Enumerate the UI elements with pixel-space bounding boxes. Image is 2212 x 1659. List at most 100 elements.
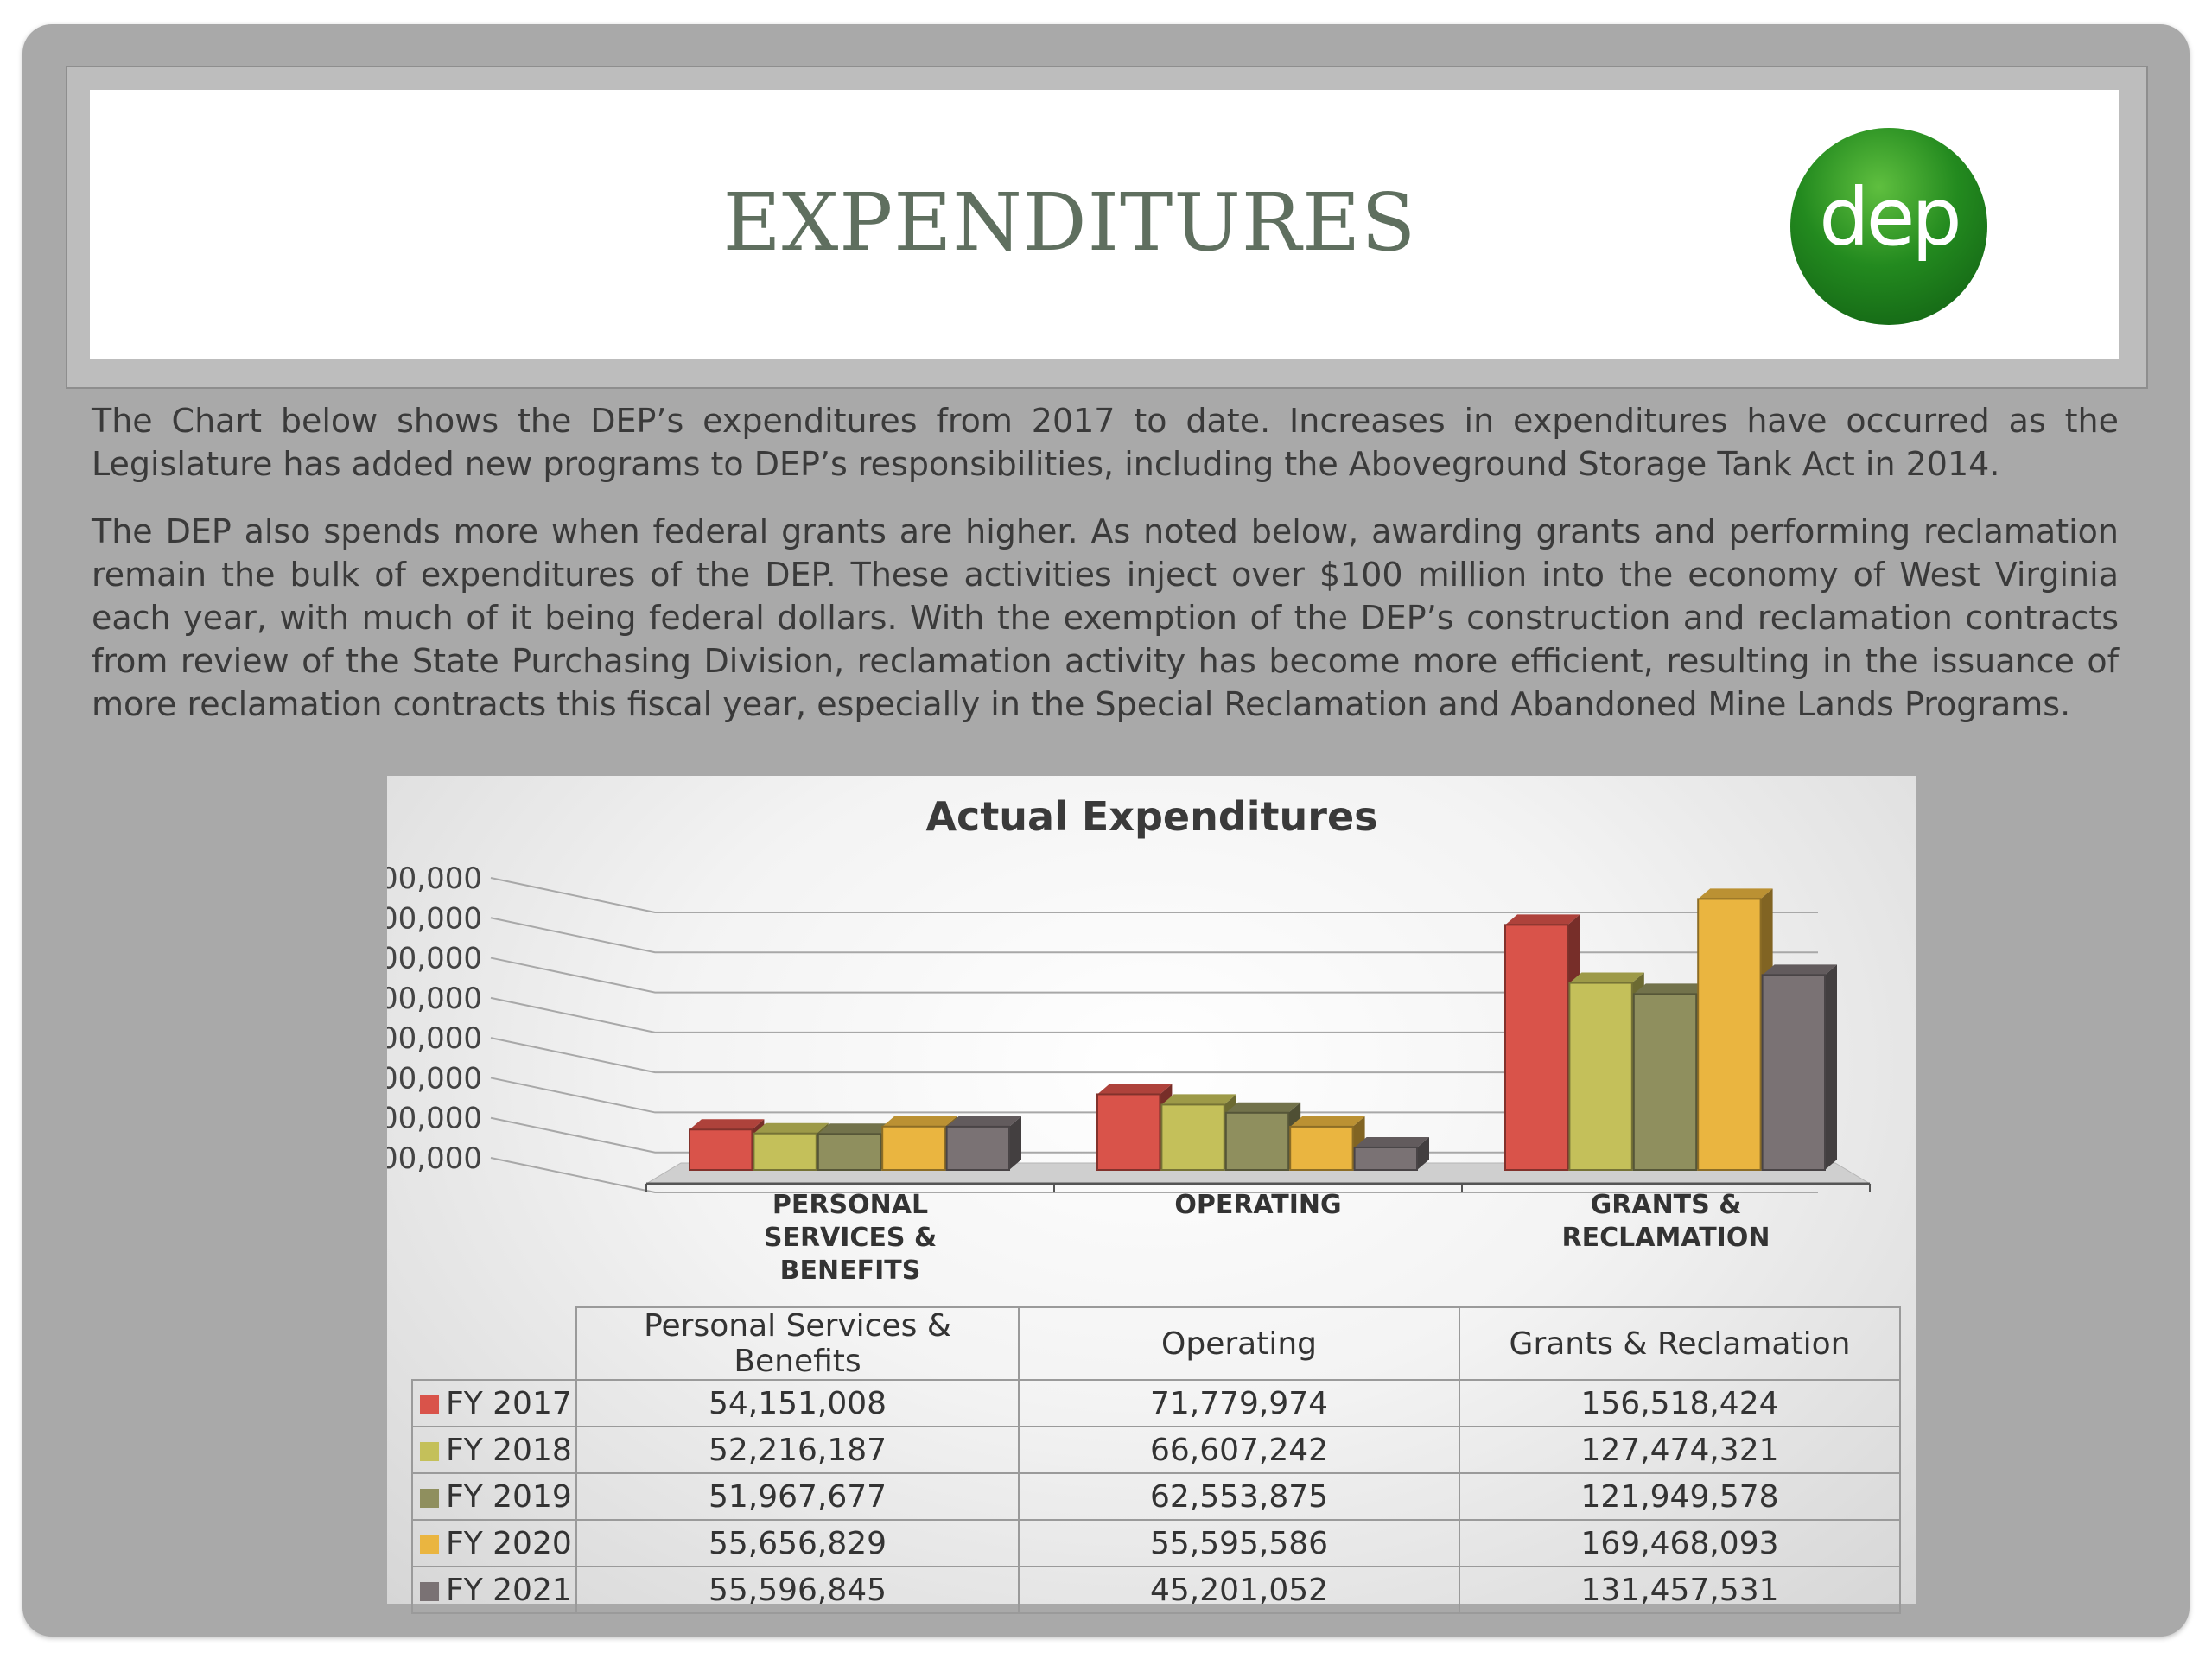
bar [1224, 1102, 1301, 1172]
bar-front [881, 1125, 946, 1171]
chart-data-table: Personal Services & Benefits Operating G… [411, 1306, 1901, 1614]
bar [1761, 964, 1837, 1171]
table-cell: 55,656,829 [575, 1519, 1020, 1567]
slide-title: EXPENDITURES [722, 176, 1417, 269]
bar-top [817, 1123, 893, 1135]
legend-series-cell: FY 2020 [411, 1519, 577, 1567]
bar-side [1009, 1116, 1021, 1170]
x-category-label: GRANTS & [1591, 1190, 1742, 1220]
bar-front [1160, 1103, 1225, 1172]
bar-side [1417, 1136, 1429, 1170]
table-row: FY 2018 52,216,187 66,607,242 127,474,321 [411, 1426, 1901, 1474]
bar-top [1505, 914, 1580, 925]
legend-series-name: FY 2017 [446, 1385, 572, 1421]
y-tick-label: 60,000,000 [387, 1102, 482, 1136]
x-category-label: SERVICES & [764, 1223, 937, 1253]
table-cell: 45,201,052 [1018, 1566, 1460, 1614]
logo-text: dep [1819, 171, 1961, 264]
bar-top [882, 1116, 957, 1127]
bar-top [1762, 964, 1837, 976]
bar-front [1697, 898, 1762, 1171]
bar-top [1097, 1084, 1173, 1095]
x-category-label: OPERATING [1174, 1190, 1341, 1220]
y-tick-label: 160,000,000 [387, 901, 482, 936]
bar-top [753, 1122, 829, 1134]
bar-front [817, 1133, 882, 1171]
x-category-label: RECLAMATION [1562, 1223, 1770, 1253]
table-row: FY 2020 55,656,829 55,595,586 169,468,093 [411, 1519, 1901, 1567]
legend-series-cell: FY 2018 [411, 1426, 577, 1474]
table-header-cell: Operating [1018, 1306, 1460, 1381]
legend-series-cell: FY 2019 [411, 1472, 577, 1521]
bar [945, 1116, 1021, 1172]
bar-front [1224, 1111, 1290, 1172]
x-category-label: BENEFITS [780, 1255, 921, 1286]
bar-front [1096, 1093, 1161, 1171]
bar [1289, 1116, 1365, 1171]
table-cell: 71,779,974 [1018, 1379, 1460, 1427]
table-header-cell: Personal Services & Benefits [575, 1306, 1020, 1381]
bar-side [1825, 964, 1837, 1170]
table-row: FY 2019 51,967,677 62,553,875 121,949,578 [411, 1472, 1901, 1521]
bar-top [1354, 1136, 1429, 1147]
bar-front [1504, 924, 1569, 1171]
legend-series-name: FY 2018 [446, 1432, 572, 1468]
y-tick-label: 40,000,000 [387, 1141, 482, 1176]
legend-swatch-icon [420, 1395, 439, 1414]
legend-series-cell: FY 2017 [411, 1379, 577, 1427]
bar-top [1633, 983, 1709, 995]
bar-top [1569, 972, 1644, 983]
table-corner [412, 1307, 576, 1380]
legend-swatch-icon [420, 1488, 439, 1508]
legend-series-cell: FY 2021 [411, 1566, 577, 1614]
bar-top [690, 1119, 765, 1130]
table-cell: 121,949,578 [1459, 1472, 1901, 1521]
y-tick-label: 140,000,000 [387, 942, 482, 976]
bar [1353, 1136, 1429, 1172]
table-cell: 66,607,242 [1018, 1426, 1460, 1474]
gridline [490, 957, 1818, 994]
bar-chart: 180,000,000 160,000,000 140,000,000 120,000… [387, 861, 1872, 1286]
legend-series-name: FY 2021 [446, 1572, 572, 1608]
bar-top [1161, 1094, 1236, 1105]
gridline [490, 1157, 1818, 1193]
table-row: FY 2017 54,151,008 71,779,974 156,518,424 [411, 1379, 1901, 1427]
legend-series-name: FY 2020 [446, 1525, 572, 1561]
table-cell: 55,596,845 [575, 1566, 1020, 1614]
legend-series-name: FY 2019 [446, 1478, 572, 1515]
bar-front [753, 1132, 817, 1171]
table-row: FY 2021 55,596,845 45,201,052 131,457,531 [411, 1566, 1901, 1614]
title-box: EXPENDITURES [90, 90, 2119, 359]
table-cell: 169,468,093 [1459, 1519, 1901, 1567]
y-tick-label: 180,000,000 [387, 861, 482, 896]
chart-title: Actual Expenditures [925, 793, 1378, 840]
gridline [490, 877, 1818, 913]
table-cell: 156,518,424 [1459, 1379, 1901, 1427]
gridline [490, 1037, 1818, 1074]
dep-logo-icon: dep [1790, 128, 1987, 325]
bar-front [689, 1128, 753, 1171]
table-cell: 51,967,677 [575, 1472, 1020, 1521]
bar-front [1761, 974, 1826, 1171]
bar-front [1289, 1125, 1354, 1171]
y-tick-label: 120,000,000 [387, 982, 482, 1016]
bar [881, 1116, 957, 1171]
table-cell: 52,216,187 [575, 1426, 1020, 1474]
bar-top [946, 1116, 1021, 1127]
chart-panel: Actual Expenditures 180,000,000 160,000,0… [387, 776, 1916, 1614]
legend-swatch-icon [420, 1535, 439, 1554]
intro-paragraph: The Chart below shows the DEP’s expendit… [92, 402, 2119, 483]
table-cell: 127,474,321 [1459, 1426, 1901, 1474]
gridline [490, 917, 1818, 954]
bar-front [1353, 1146, 1418, 1172]
bar-top [1698, 888, 1773, 899]
y-tick-label: 100,000,000 [387, 1021, 482, 1056]
table-header-cell: Grants & Reclamation [1459, 1306, 1901, 1381]
table-cell: 55,595,586 [1018, 1519, 1460, 1567]
detail-paragraph: The DEP also spends more when federal gr… [92, 512, 2119, 723]
legend-swatch-icon [420, 1581, 439, 1601]
table-cell: 62,553,875 [1018, 1472, 1460, 1521]
bar-top [1225, 1102, 1301, 1113]
gridline [490, 1116, 1818, 1154]
legend-swatch-icon [420, 1441, 439, 1461]
